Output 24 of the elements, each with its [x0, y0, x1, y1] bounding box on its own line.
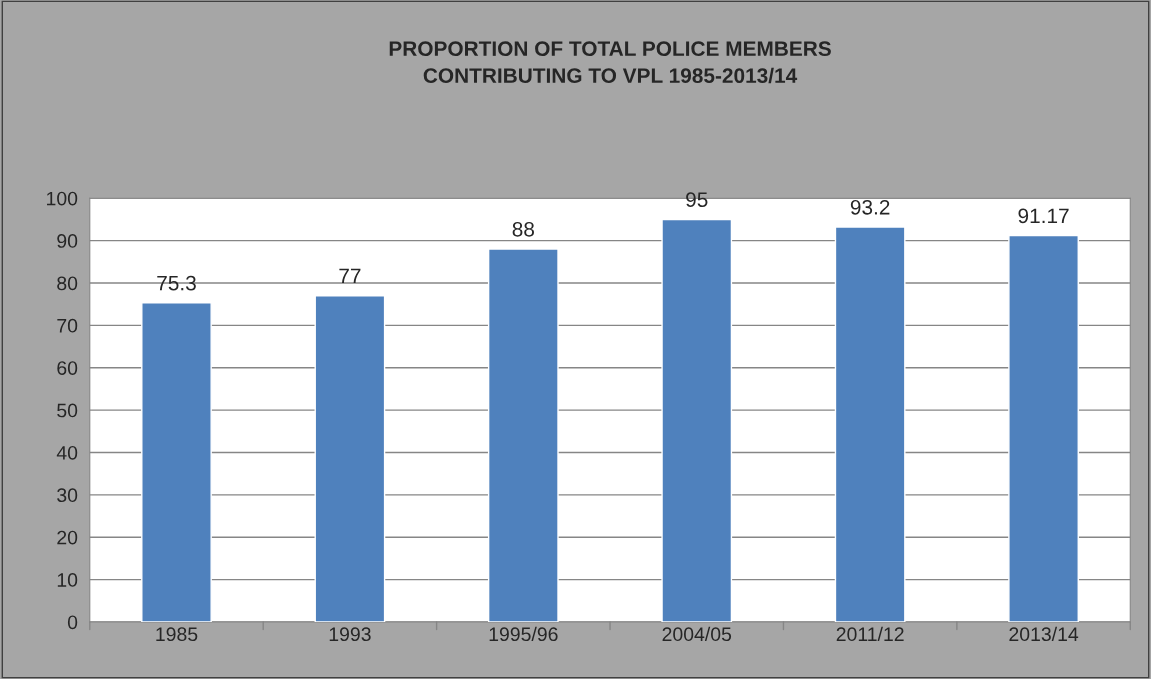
x-tick-label: 1985 — [156, 627, 198, 642]
data-label: 95 — [686, 192, 708, 207]
x-tick-label: 2011/12 — [836, 626, 904, 642]
x-tick-label: 1995/96 — [489, 626, 558, 642]
x-tick-label: 2013/14 — [1009, 626, 1079, 642]
y-tick-label: 20 — [57, 530, 78, 545]
x-tick-label: 1993 — [329, 627, 371, 642]
data-label: 77 — [339, 268, 361, 284]
y-tick-label: 100 — [47, 191, 78, 206]
data-label: 93.2 — [850, 199, 890, 215]
data-label: 75.3 — [157, 275, 196, 291]
y-tick-label: 50 — [57, 403, 78, 418]
data-label: 88 — [512, 221, 534, 237]
y-tick-label: 0 — [67, 615, 78, 630]
data-label: 91.17 — [1018, 208, 1069, 224]
chart-title: PROPORTION OF TOTAL POLICE MEMBERS CONTRIBUTING TO VPL 1985-2013/14 — [389, 41, 831, 84]
y-tick-label: 10 — [57, 573, 78, 587]
y-tick-label: 60 — [57, 361, 78, 375]
y-tick-label: 40 — [56, 445, 78, 460]
y-tick-label: 30 — [57, 488, 78, 503]
y-tick-label: 90 — [57, 234, 78, 248]
y-tick-label: 70 — [57, 318, 78, 333]
y-tick-label: 80 — [57, 276, 78, 291]
x-tick-label: 2004/05 — [662, 626, 732, 642]
